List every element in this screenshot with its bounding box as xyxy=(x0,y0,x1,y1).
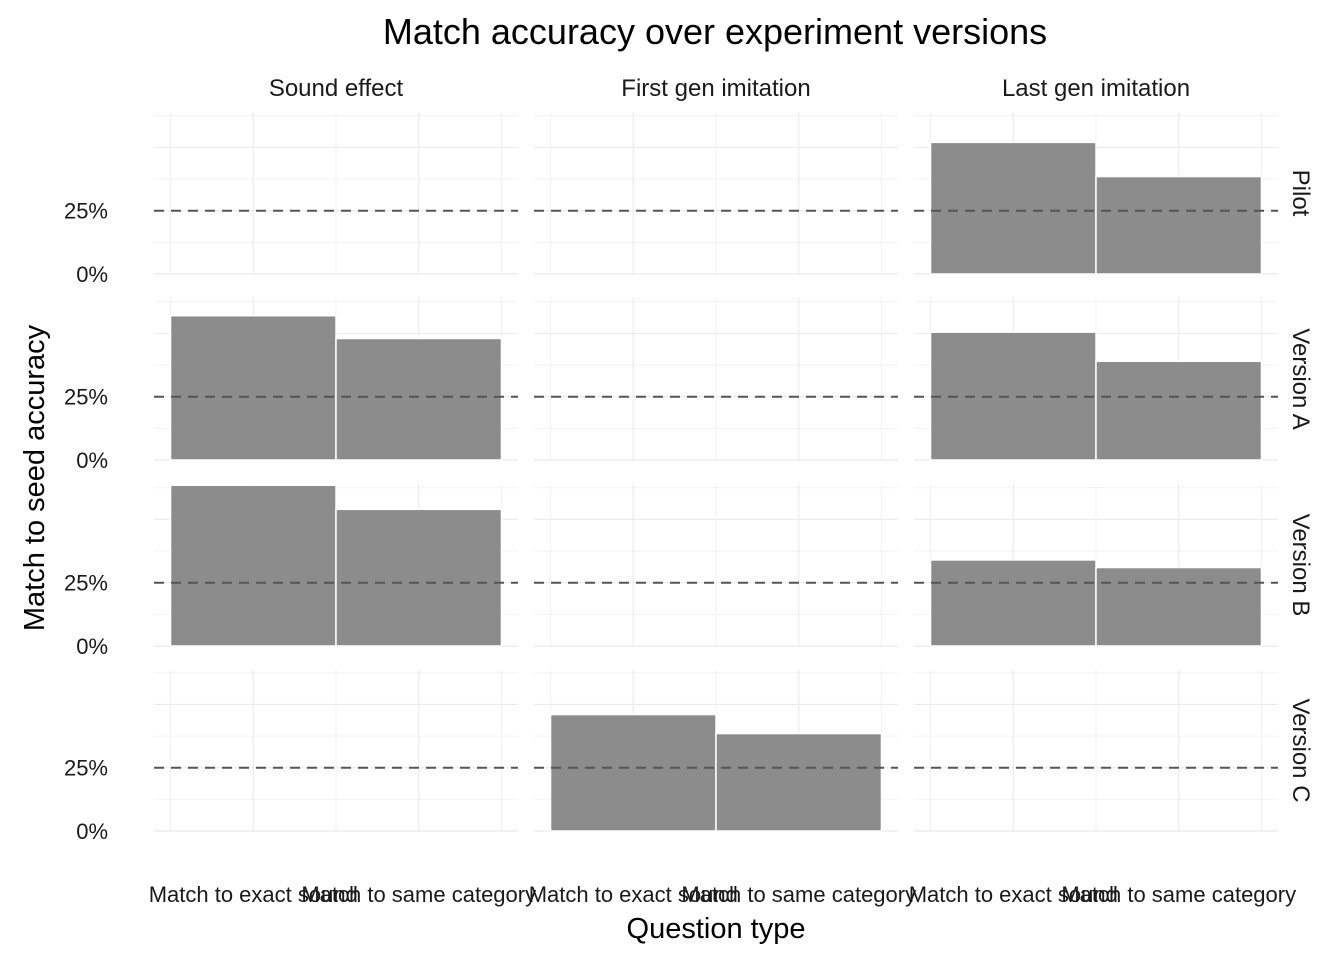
y-tick-label-version-c-0: 0% xyxy=(76,819,108,844)
panel-version-a-sound-effect-bar-match-to-exact-sound xyxy=(169,314,337,461)
panel-version-b-sound-effect-bar-match-to-exact-sound xyxy=(169,484,337,647)
y-tick-label-pilot-0: 0% xyxy=(76,262,108,287)
panel-version-b-sound-effect-bar-match-to-same-category xyxy=(335,508,503,647)
panel-version-b-last-gen-imitation-bar-match-to-same-category xyxy=(1095,566,1263,647)
x-tick-label-first-gen-imitation-match-to-exact-sound: Match to exact sound xyxy=(529,882,738,907)
y-axis-title: Match to seed accuracy xyxy=(19,324,51,631)
y-tick-label-pilot-1: 25% xyxy=(64,199,108,224)
x-tick-label-last-gen-imitation-match-to-exact-sound: Match to exact sound xyxy=(909,882,1118,907)
panel-pilot-last-gen-imitation-bar-match-to-exact-sound xyxy=(929,141,1097,275)
x-tick-label-last-gen-imitation-match-to-same-category: Match to same category xyxy=(1061,882,1296,907)
x-axis-title: Question type xyxy=(627,913,806,945)
column-strip-first-gen-imitation: First gen imitation xyxy=(621,75,810,102)
panel-grid: Sound effect First gen imitation Last gen … xyxy=(64,75,1314,907)
row-strip-pilot: Pilot xyxy=(1287,170,1314,217)
column-strip-last-gen-imitation: Last gen imitation xyxy=(1002,75,1190,102)
y-tick-label-version-a-1: 25% xyxy=(64,385,108,410)
y-tick-label-version-b-0: 0% xyxy=(76,634,108,659)
panel-pilot-last-gen-imitation-bar-match-to-same-category xyxy=(1095,175,1263,275)
chart-title: Match accuracy over experiment versions xyxy=(383,11,1047,52)
y-tick-label-version-b-1: 25% xyxy=(64,571,108,596)
row-strip-version-b: Version B xyxy=(1287,514,1314,617)
column-strip-sound-effect: Sound effect xyxy=(269,75,404,102)
y-tick-label-version-a-0: 0% xyxy=(76,448,108,473)
y-tick-label-version-c-1: 25% xyxy=(64,756,108,781)
x-tick-label-sound-effect-match-to-same-category: Match to same category xyxy=(301,882,536,907)
panel-version-b-last-gen-imitation-bar-match-to-exact-sound xyxy=(929,559,1097,647)
row-strip-version-c: Version C xyxy=(1287,698,1314,802)
x-tick-label-sound-effect-match-to-exact-sound: Match to exact sound xyxy=(149,882,358,907)
panel-version-a-sound-effect-bar-match-to-same-category xyxy=(335,337,503,461)
row-strip-version-a: Version A xyxy=(1287,328,1314,429)
panel-version-a-last-gen-imitation-bar-match-to-same-category xyxy=(1095,360,1263,461)
panel-version-c-first-gen-imitation-bar-match-to-exact-sound xyxy=(549,713,717,832)
panel-version-c-first-gen-imitation-bar-match-to-same-category xyxy=(715,732,883,832)
x-tick-label-first-gen-imitation-match-to-same-category: Match to same category xyxy=(681,882,916,907)
